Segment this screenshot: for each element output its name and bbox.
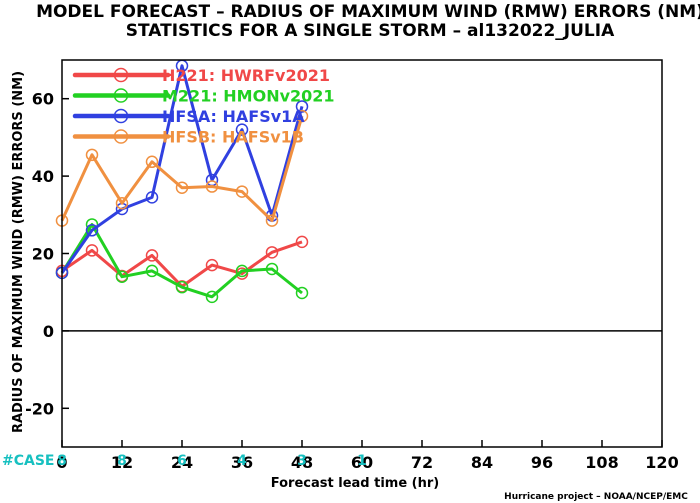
case-count: 6 [177, 453, 187, 469]
case-count: 8 [57, 453, 67, 469]
legend-entry: HFSB: HAFSv1B [162, 128, 304, 147]
case-count: 8 [117, 453, 127, 469]
data-point [235, 185, 249, 198]
series-line-2 [60, 64, 304, 274]
data-point [205, 258, 219, 272]
x-tick-label: 120 [645, 453, 678, 472]
legend-entry: M221: HMONv2021 [162, 87, 335, 106]
series-line-1 [60, 223, 303, 299]
case-count: 1 [357, 453, 367, 469]
plot-area-frame [61, 59, 663, 448]
data-point [145, 264, 159, 278]
data-point [265, 246, 279, 259]
data-point [295, 100, 309, 113]
data-point [265, 262, 279, 276]
x-tick-label: 24 [171, 453, 193, 472]
y-tick-label: 40 [32, 167, 54, 186]
legend-swatch-marker [113, 108, 129, 124]
y-tick-label: 0 [43, 322, 54, 341]
legend-swatch-marker [113, 67, 129, 83]
data-point [115, 196, 129, 210]
data-point [235, 123, 249, 136]
data-point [85, 224, 99, 237]
data-point [175, 181, 189, 194]
credit-text: Hurricane project – NOAA/NCEP/EMC [504, 492, 688, 502]
data-point [295, 235, 309, 249]
data-point [205, 180, 219, 193]
data-point [295, 286, 309, 300]
data-point [265, 214, 279, 227]
x-tick-label: 84 [471, 453, 493, 472]
x-tick-label: 12 [111, 453, 133, 472]
x-tick-label: 72 [411, 453, 433, 472]
case-count: 4 [237, 453, 247, 469]
series-line-3 [60, 115, 304, 223]
legend-swatch-marker [113, 88, 129, 103]
x-tick-label: 0 [56, 453, 67, 472]
y-tick-label: 20 [32, 245, 54, 264]
chart-title: MODEL FORECAST – RADIUS OF MAXIMUM WIND … [36, 2, 700, 22]
legend-swatch-marker [113, 129, 129, 144]
legend-entry: HFSA: HAFSv1A [162, 107, 305, 126]
case-label: #CASE [2, 453, 55, 469]
y-tick-label: 60 [32, 90, 54, 109]
y-tick-label: -20 [25, 399, 54, 418]
x-tick-label: 48 [291, 453, 313, 472]
data-point [295, 109, 309, 123]
data-point [115, 270, 129, 283]
series-line-0 [61, 240, 303, 288]
data-point [235, 264, 249, 278]
data-point [145, 191, 159, 204]
data-point [205, 290, 219, 304]
x-axis-label: Forecast lead time (hr) [271, 476, 439, 491]
legend-entry: H221: HWRFv2021 [162, 66, 330, 85]
data-point [85, 148, 99, 162]
x-tick-label: 108 [585, 453, 618, 472]
data-point [145, 249, 159, 262]
case-count: 3 [297, 453, 307, 469]
x-tick-label: 96 [531, 453, 553, 472]
data-point [175, 280, 189, 294]
x-tick-label: 60 [351, 453, 373, 472]
y-axis-label: RADIUS OF MAXIMUM WIND (RMW) ERRORS (NM) [11, 71, 26, 433]
chart-subtitle: STATISTICS FOR A SINGLE STORM – al132022… [126, 21, 615, 41]
data-point [85, 244, 99, 257]
x-tick-label: 36 [231, 453, 253, 472]
data-point [145, 155, 159, 169]
